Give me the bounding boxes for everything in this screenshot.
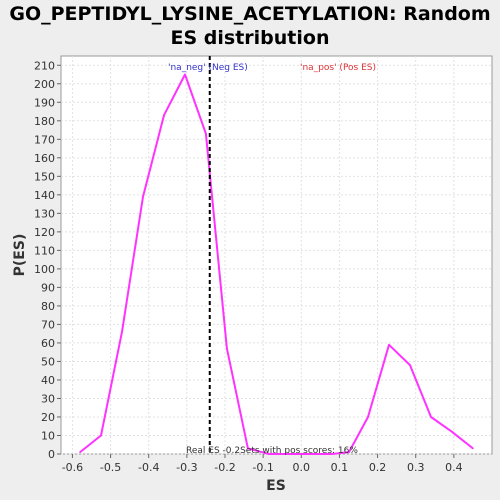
- data-point: [247, 447, 249, 450]
- y-tick-label: 170: [34, 133, 55, 146]
- es-distribution-line: [79, 73, 474, 455]
- x-tick-label: -0.6: [62, 461, 83, 474]
- data-point: [142, 195, 144, 198]
- y-tick-label: 90: [41, 281, 55, 294]
- chart-title: GO_PEPTIDYL_LYSINE_ACETYLATION: Random E…: [0, 2, 500, 50]
- x-tick-label: -0.3: [176, 461, 197, 474]
- data-point: [163, 114, 165, 117]
- y-tick-label: 140: [34, 189, 55, 202]
- pos-es-label: 'na_pos' (Pos ES): [300, 63, 376, 73]
- y-tick-label: 0: [48, 448, 55, 461]
- y-tick-label: 180: [34, 115, 55, 128]
- y-axis-title: P(ES): [12, 234, 28, 277]
- x-tick-label: -0.5: [100, 461, 121, 474]
- y-axis-ticks: 0 10 20 30 40 50 60 70 80 90 100 110 120 130 140 150 160…: [34, 59, 61, 461]
- data-point: [451, 430, 453, 433]
- y-tick-label: 30: [41, 392, 55, 405]
- data-point: [388, 343, 390, 346]
- data-point: [184, 73, 186, 76]
- x-tick-label: 0.3: [407, 461, 425, 474]
- y-tick-label: 120: [34, 226, 55, 239]
- y-tick-label: 80: [41, 300, 55, 313]
- x-tick-label: -0.2: [214, 461, 235, 474]
- y-tick-label: 190: [34, 96, 55, 109]
- y-tick-label: 110: [34, 244, 55, 257]
- x-tick-label: 0.2: [369, 461, 387, 474]
- data-point: [472, 447, 474, 450]
- y-tick-label: 210: [34, 59, 55, 72]
- x-tick-label: -0.4: [138, 461, 159, 474]
- x-tick-label: -0.1: [252, 461, 273, 474]
- real-es-caption: Real ES -0.2Sets with pos scores: 16%: [186, 446, 358, 456]
- data-point: [310, 453, 312, 455]
- data-point: [409, 364, 411, 366]
- y-tick-label: 40: [41, 374, 55, 387]
- y-tick-label: 20: [41, 411, 55, 424]
- x-tick-label: 0.4: [445, 461, 463, 474]
- y-tick-label: 50: [41, 355, 55, 368]
- x-axis-title: ES: [266, 478, 286, 494]
- series-group: [79, 73, 474, 455]
- neg-es-label: 'na_neg' (Neg ES): [168, 63, 248, 73]
- y-tick-label: 10: [41, 429, 55, 442]
- data-point: [289, 453, 291, 455]
- y-tick-label: 100: [34, 263, 55, 276]
- data-point: [430, 416, 432, 418]
- y-tick-label: 150: [34, 170, 55, 183]
- data-point: [121, 331, 123, 333]
- data-point: [331, 453, 333, 455]
- chart-title-line-2: ES distribution: [170, 27, 330, 49]
- chart-title-line-1: GO_PEPTIDYL_LYSINE_ACETYLATION: Random: [9, 3, 491, 25]
- data-point: [79, 451, 81, 453]
- y-tick-label: 160: [34, 152, 55, 165]
- data-point: [100, 434, 102, 437]
- x-axis-ticks: -0.6 -0.5 -0.4 -0.3 -0.2 -0.1 0.0 0.1 0.2 0.3 0.4: [62, 454, 463, 474]
- data-point: [268, 453, 270, 455]
- data-point: [367, 416, 369, 418]
- plot-area: [60, 55, 493, 455]
- y-tick-label: 60: [41, 337, 55, 350]
- data-point: [348, 451, 350, 453]
- y-tick-label: 130: [34, 207, 55, 220]
- x-tick-label: 0.1: [331, 461, 349, 474]
- y-tick-label: 200: [34, 78, 55, 91]
- data-point: [205, 132, 207, 135]
- x-tick-label: 0.0: [293, 461, 311, 474]
- data-point: [226, 347, 228, 350]
- y-tick-label: 70: [41, 318, 55, 331]
